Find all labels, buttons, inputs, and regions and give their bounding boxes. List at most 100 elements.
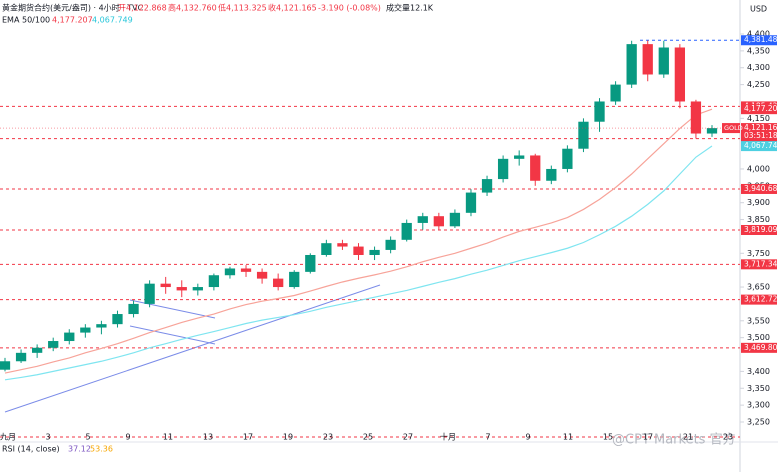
- ema100-value: 4,067.749: [92, 16, 133, 25]
- level-tag-label: 3,469.805: [744, 343, 778, 352]
- ohlc-high: 高4,132.760: [168, 3, 217, 13]
- y-tick-label: 4,350: [747, 46, 770, 55]
- candle-body: [546, 168, 557, 181]
- y-tick-label: 3,350: [747, 384, 770, 393]
- y-tick-label: 4,000: [747, 164, 770, 173]
- y-tick-label: 3,400: [747, 367, 770, 376]
- volume: 成交量12.1K: [386, 3, 434, 13]
- x-tick-label: 17: [643, 433, 653, 442]
- candle-body: [706, 128, 718, 134]
- price-tag: [741, 123, 777, 142]
- candle-body: [369, 249, 380, 255]
- x-tick-label: 13: [203, 433, 213, 442]
- x-tick-label: 7: [485, 433, 490, 442]
- candle-body: [96, 324, 107, 328]
- candle-body: [594, 101, 605, 122]
- candle-body: [433, 216, 444, 227]
- price-tag-label: 4,121.165: [744, 123, 778, 132]
- candle-body: [64, 332, 75, 342]
- candle-body: [465, 192, 477, 213]
- price-tag: [741, 141, 777, 152]
- candle-body: [192, 287, 203, 291]
- candle-body: [256, 271, 268, 279]
- symbol-tag-label: GOLD: [724, 124, 743, 132]
- ema-line: [4, 108, 713, 374]
- candle-body: [80, 327, 91, 333]
- candle-body: [642, 44, 653, 75]
- candle-body: [31, 347, 43, 353]
- candle-body: [449, 212, 461, 227]
- candle-body: [578, 121, 589, 149]
- level-tag: [741, 342, 777, 353]
- candle-body: [176, 287, 187, 291]
- candle-body: [0, 361, 11, 370]
- y-tick-label: 3,250: [747, 418, 770, 427]
- price-tag-label: 4,067.749: [744, 141, 778, 150]
- candle-body: [321, 243, 332, 255]
- trend-line: [129, 325, 216, 345]
- candle-body: [337, 243, 348, 247]
- ema-line: [4, 145, 713, 381]
- candle-body: [224, 268, 236, 276]
- candle-body: [208, 275, 220, 288]
- symbol-tag: [722, 123, 740, 134]
- ema50-value: 4,177.207: [52, 16, 93, 25]
- candle-body: [401, 222, 412, 240]
- level-tag: [741, 294, 777, 305]
- ohlc-low: 低4,113.325: [218, 3, 267, 13]
- rsi-label: RSI (14, close): [2, 445, 60, 454]
- candle-body: [353, 246, 364, 255]
- level-tag: [741, 259, 777, 270]
- ohlc-open: 开4,122.868: [118, 4, 167, 13]
- trend-line: [4, 284, 381, 413]
- y-tick-label: 3,650: [747, 283, 770, 292]
- y-tick-label: 4,400: [747, 30, 770, 39]
- candle-body: [626, 44, 637, 85]
- candle-body: [273, 278, 284, 288]
- level-tag: [741, 183, 777, 194]
- x-tick-label: 21: [683, 433, 693, 442]
- trend-line: [129, 299, 216, 319]
- level-tag: [741, 35, 777, 46]
- candle-body: [690, 101, 702, 134]
- y-tick-label: 3,500: [747, 333, 770, 342]
- ema-label: EMA 50/100: [2, 16, 50, 25]
- candle-body: [144, 283, 155, 304]
- ohlc-change: -3.190 (-0.08%): [318, 4, 381, 13]
- x-tick-label: 15: [603, 433, 613, 442]
- candle-body: [481, 179, 493, 193]
- level-tag: [741, 224, 777, 235]
- level-tag-label: 3,940.685: [744, 184, 778, 193]
- x-tick-label: 九月: [0, 433, 16, 442]
- x-tick-label: 23: [323, 433, 333, 442]
- candle-body: [562, 148, 573, 169]
- x-tick-label: 11: [163, 433, 173, 442]
- y-tick-label: 3,750: [747, 249, 770, 258]
- rsi-ma: 53.36: [90, 445, 113, 454]
- candle-body: [289, 271, 300, 288]
- rsi-value: 37.12: [68, 445, 91, 454]
- price-tag-timer: 03:51:18: [744, 131, 778, 140]
- y-tick-label: 3,300: [747, 401, 770, 410]
- candle-body: [48, 341, 59, 348]
- ohlc-close: 收4,121.165: [268, 3, 317, 13]
- level-tag-label: 3,717.348: [744, 259, 778, 268]
- candle-body: [610, 84, 621, 102]
- y-tick-label: 4,300: [747, 63, 770, 72]
- candle-body: [658, 47, 669, 75]
- x-tick-label: 11: [563, 433, 573, 442]
- y-tick-label: 4,150: [747, 114, 770, 123]
- price-tag: [741, 104, 777, 115]
- y-tick-label: 3,900: [747, 198, 770, 207]
- candle-body: [417, 216, 428, 223]
- y-tick-label: 3,550: [747, 316, 770, 325]
- y-tick-label: 3,850: [747, 215, 770, 224]
- y-tick-label: 4,250: [747, 80, 770, 89]
- currency: USD: [750, 5, 767, 14]
- price-tag-label: 4,177.207: [744, 104, 778, 113]
- x-tick-label: 19: [283, 433, 293, 442]
- candle-body: [497, 158, 509, 180]
- level-tag-label: 3,612.720: [744, 295, 778, 304]
- candle-body: [15, 352, 27, 362]
